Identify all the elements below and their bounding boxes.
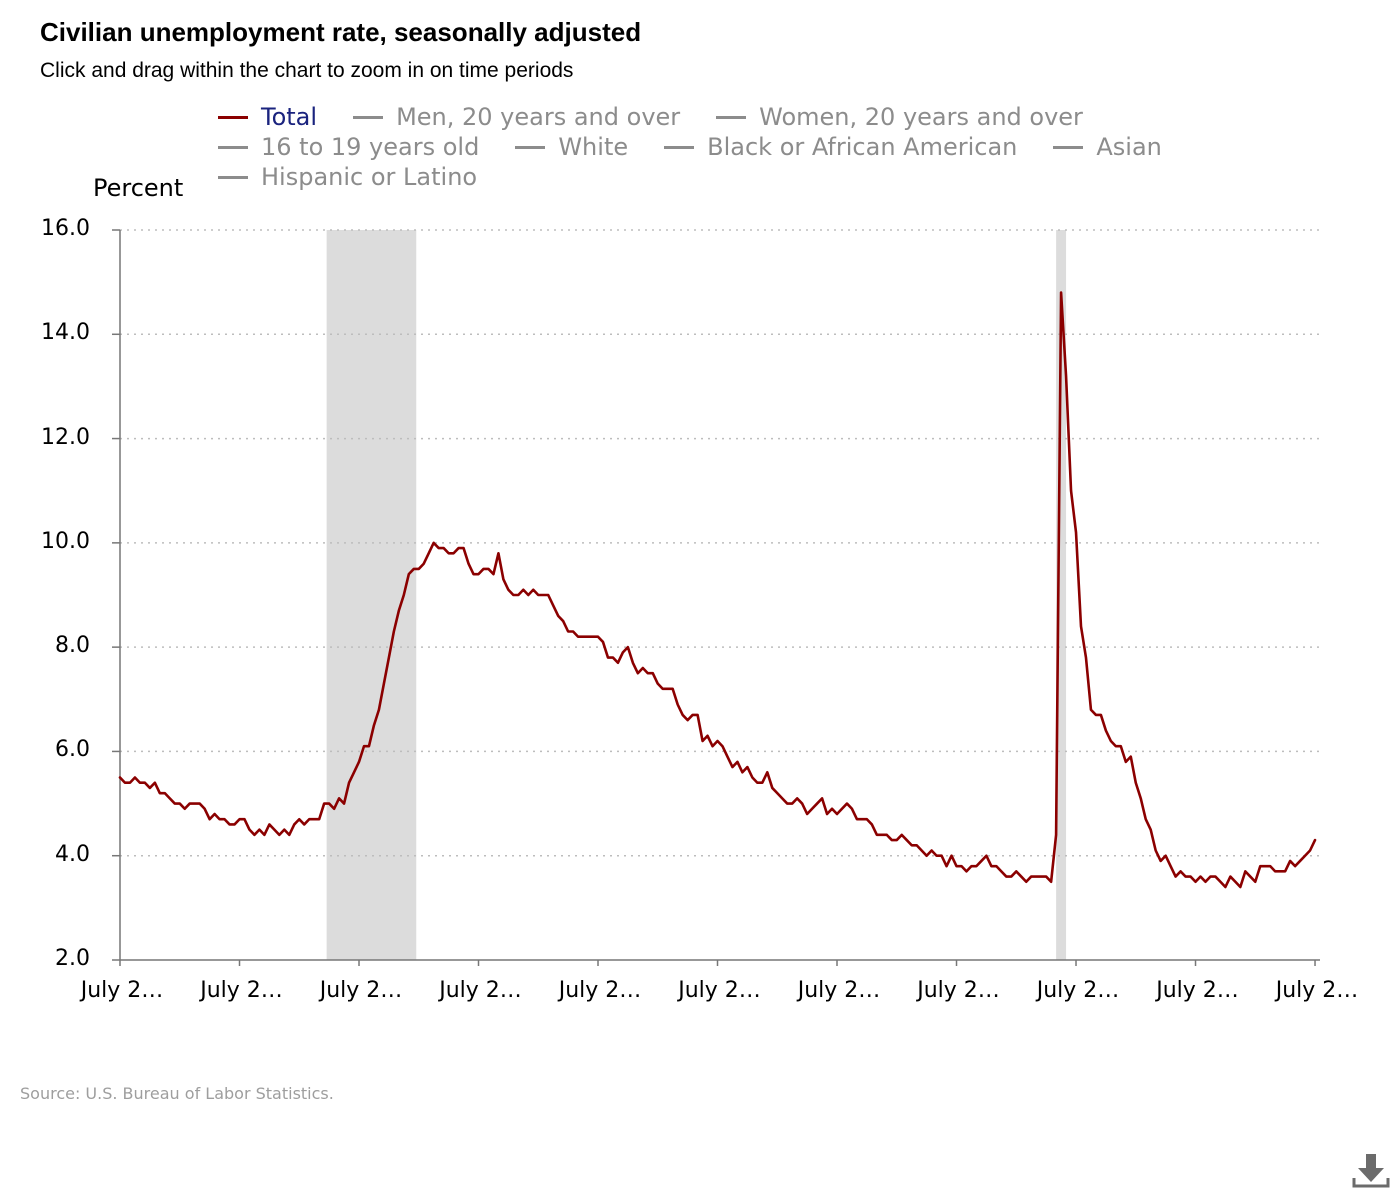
legend-item[interactable]: Black or African American	[664, 133, 1017, 161]
legend-row: 16 to 19 years old White Black or African …	[218, 133, 1198, 161]
x-tick-label: July 2…	[80, 978, 164, 1003]
legend-label: 16 to 19 years old	[261, 133, 480, 161]
y-tick-label: 6.0	[55, 737, 90, 763]
y-tick-label: 16.0	[41, 216, 90, 241]
legend-item[interactable]: Asian	[1053, 133, 1162, 161]
legend-swatch	[1053, 145, 1084, 149]
x-tick-label: July 2…	[797, 978, 881, 1003]
x-tick-label: July 2…	[1156, 978, 1239, 1003]
legend-swatch	[218, 145, 248, 149]
download-icon[interactable]	[1350, 1150, 1392, 1192]
y-tick-label: 2.0	[55, 946, 90, 971]
legend-item[interactable]: Women, 20 years and over	[716, 103, 1083, 131]
legend-swatch	[664, 145, 695, 149]
legend-label: Black or African American	[707, 133, 1018, 161]
legend-label: Women, 20 years and over	[759, 103, 1083, 131]
legend-swatch	[218, 175, 248, 179]
legend-swatch	[716, 115, 747, 119]
legend-item[interactable]: Men, 20 years and over	[353, 103, 680, 131]
y-tick-label: 12.0	[41, 424, 90, 450]
x-tick-label: July 2…	[917, 978, 1000, 1003]
legend-label: White	[558, 133, 629, 161]
y-tick-label: 10.0	[41, 528, 90, 554]
x-tick-label: July 2…	[1036, 978, 1120, 1003]
recession-band-1	[326, 230, 417, 960]
recession-band-2	[1056, 230, 1067, 960]
x-tick-label: July 2…	[319, 978, 403, 1003]
series-line-total	[118, 291, 1317, 889]
x-tick-label: July 2…	[558, 978, 642, 1003]
x-tick-label: July 2…	[1275, 978, 1359, 1003]
legend-swatch	[515, 145, 546, 149]
legend-label: Men, 20 years and over	[396, 103, 681, 131]
legend-row: Hispanic or Latino	[218, 163, 513, 191]
x-tick-label: July 2…	[678, 978, 761, 1003]
legend-label: Hispanic or Latino	[261, 163, 478, 191]
chart-subtitle: Click and drag within the chart to zoom …	[40, 59, 574, 82]
legend-label: Total	[261, 103, 318, 131]
chart-plot-area[interactable]	[0, 0, 1400, 1060]
legend-swatch	[218, 115, 248, 119]
y-tick-label: 8.0	[55, 633, 90, 659]
x-tick-label: July 2…	[439, 978, 522, 1003]
y-tick-label: 14.0	[41, 320, 90, 346]
x-tick-label: July 2…	[200, 978, 283, 1003]
legend-item[interactable]: White	[515, 133, 628, 161]
y-axis-label: Percent	[93, 174, 184, 202]
source-note: Source: U.S. Bureau of Labor Statistics.	[20, 1084, 334, 1103]
legend-item[interactable]: 16 to 19 years old	[218, 133, 479, 161]
legend-label: Asian	[1096, 133, 1162, 161]
legend-item[interactable]: Total	[218, 103, 317, 131]
legend-swatch	[353, 115, 384, 119]
legend-item[interactable]: Hispanic or Latino	[218, 163, 477, 191]
chart-title: Civilian unemployment rate, seasonally a…	[40, 17, 642, 47]
legend-row: Total Men, 20 years and over Women, 20 yea…	[218, 103, 1119, 131]
y-tick-label: 4.0	[55, 841, 90, 867]
